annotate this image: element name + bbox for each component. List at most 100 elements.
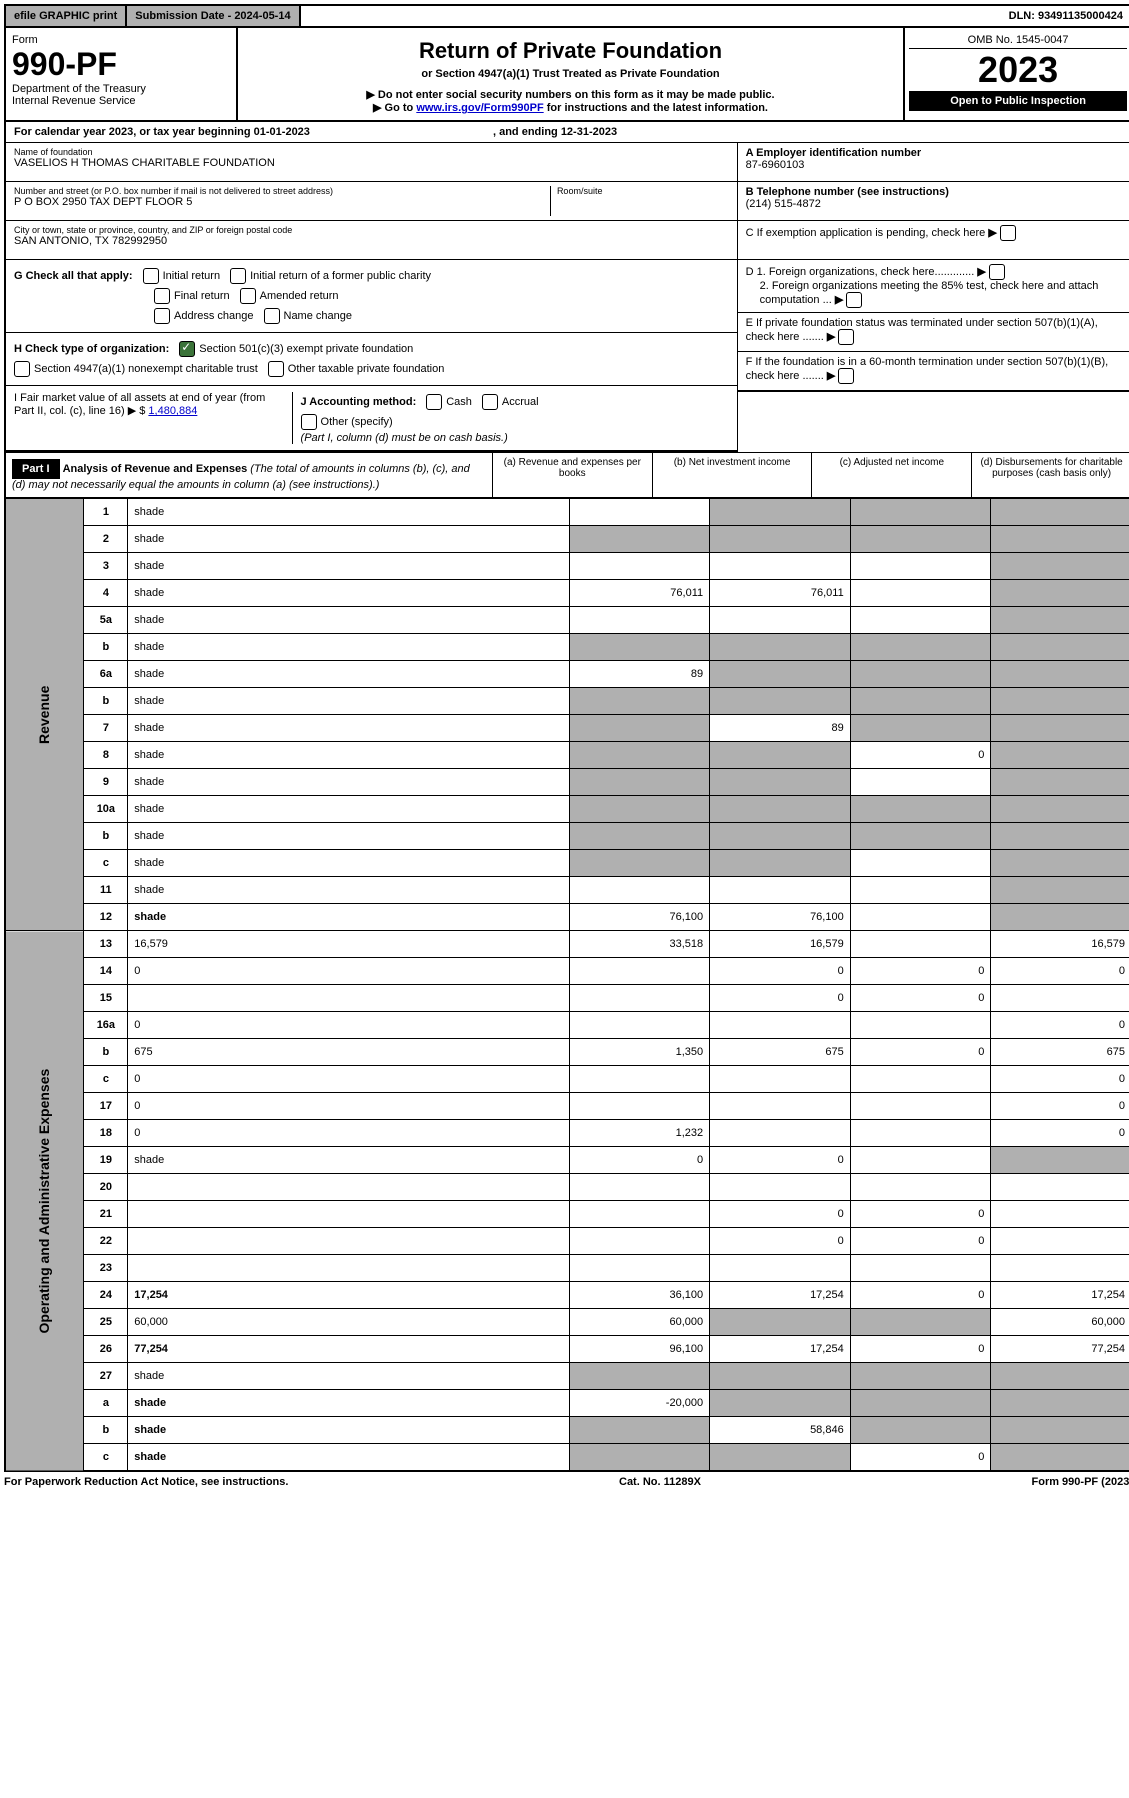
line-description: shade — [128, 1444, 569, 1472]
line-description: 16,579 — [128, 931, 569, 958]
cell-b — [710, 553, 851, 580]
cb-accrual[interactable] — [482, 394, 498, 410]
efile-print-btn[interactable]: efile GRAPHIC print — [6, 6, 127, 26]
cell-b — [710, 1012, 851, 1039]
room-label: Room/suite — [557, 186, 603, 196]
cb-final-return[interactable] — [154, 288, 170, 304]
form990pf-link[interactable]: www.irs.gov/Form990PF — [416, 102, 543, 114]
cell-d — [991, 1363, 1129, 1390]
line-number: 5a — [84, 607, 128, 634]
line-number: 27 — [84, 1363, 128, 1390]
dln: DLN: 93491135000424 — [1001, 6, 1129, 26]
cell-c — [850, 688, 991, 715]
cell-b: 89 — [710, 715, 851, 742]
cb-cash[interactable] — [426, 394, 442, 410]
table-row: 4shade76,01176,011 — [5, 580, 1129, 607]
cell-b — [710, 1255, 851, 1282]
side-label-expenses: Operating and Administrative Expenses — [5, 931, 84, 1472]
c-label: C If exemption application is pending, c… — [746, 227, 986, 239]
line-number: 22 — [84, 1228, 128, 1255]
cell-a: 60,000 — [569, 1309, 710, 1336]
omb-number: OMB No. 1545-0047 — [909, 32, 1127, 49]
opt-amended-return: Amended return — [260, 290, 339, 302]
line-description: 0 — [128, 958, 569, 985]
table-row: ashade-20,000 — [5, 1390, 1129, 1417]
cell-c — [850, 1309, 991, 1336]
footer-left: For Paperwork Reduction Act Notice, see … — [4, 1476, 288, 1488]
f-label: F If the foundation is in a 60-month ter… — [746, 356, 1109, 382]
cell-b: 76,011 — [710, 580, 851, 607]
cb-name-change[interactable] — [264, 308, 280, 324]
table-row: 8shade0 — [5, 742, 1129, 769]
cell-b: 0 — [710, 958, 851, 985]
cell-c — [850, 904, 991, 931]
cb-initial-former[interactable] — [230, 268, 246, 284]
line-description: shade — [128, 526, 569, 553]
line-number: 7 — [84, 715, 128, 742]
cb-60month[interactable] — [838, 368, 854, 384]
footer-mid: Cat. No. 11289X — [619, 1476, 701, 1488]
line-number: b — [84, 688, 128, 715]
addr-label: Number and street (or P.O. box number if… — [14, 186, 550, 196]
line-description: shade — [128, 499, 569, 526]
cell-d — [991, 823, 1129, 850]
cb-amended-return[interactable] — [240, 288, 256, 304]
line-description — [128, 1201, 569, 1228]
opt-name-change: Name change — [284, 310, 353, 322]
table-row: 16a00 — [5, 1012, 1129, 1039]
cell-d — [991, 1174, 1129, 1201]
cell-d — [991, 1255, 1129, 1282]
cell-a — [569, 958, 710, 985]
cell-d: 16,579 — [991, 931, 1129, 958]
cell-a — [569, 715, 710, 742]
cell-a — [569, 1417, 710, 1444]
opt-accrual: Accrual — [502, 396, 539, 408]
cb-address-change[interactable] — [154, 308, 170, 324]
cell-c — [850, 1363, 991, 1390]
cell-c — [850, 553, 991, 580]
col-d-head: (d) Disbursements for charitable purpose… — [971, 453, 1129, 497]
cell-b — [710, 1363, 851, 1390]
cell-b — [710, 1174, 851, 1201]
cb-other-taxable[interactable] — [268, 361, 284, 377]
line-description: 60,000 — [128, 1309, 569, 1336]
line-description: shade — [128, 580, 569, 607]
cb-85pct-test[interactable] — [846, 292, 862, 308]
form-subtitle: or Section 4947(a)(1) Trust Treated as P… — [244, 68, 897, 80]
table-row: cshade0 — [5, 1444, 1129, 1472]
g-label: G Check all that apply: — [14, 270, 133, 282]
cell-a — [569, 877, 710, 904]
cb-other-method[interactable] — [301, 414, 317, 430]
line-description: shade — [128, 823, 569, 850]
line-description: shade — [128, 715, 569, 742]
cb-4947a1[interactable] — [14, 361, 30, 377]
line-number: c — [84, 1066, 128, 1093]
cell-a: 0 — [569, 1147, 710, 1174]
cb-501c3[interactable] — [179, 341, 195, 357]
cell-d — [991, 553, 1129, 580]
cb-initial-return[interactable] — [143, 268, 159, 284]
cell-a: 89 — [569, 661, 710, 688]
form-header: Form 990-PF Department of the Treasury I… — [4, 28, 1129, 122]
table-row: bshade — [5, 634, 1129, 661]
cell-b: 0 — [710, 985, 851, 1012]
cell-a — [569, 1093, 710, 1120]
cell-a: 33,518 — [569, 931, 710, 958]
cal-year-end: , and ending 12-31-2023 — [493, 126, 617, 138]
line-description: shade — [128, 688, 569, 715]
cell-a: -20,000 — [569, 1390, 710, 1417]
cb-status-terminated[interactable] — [838, 329, 854, 345]
cb-foreign-org[interactable] — [989, 264, 1005, 280]
form-number: 990-PF — [12, 46, 230, 83]
col-b-head: (b) Net investment income — [652, 453, 812, 497]
tax-year: 2023 — [909, 49, 1127, 91]
table-row: 2677,25496,10017,254077,254 — [5, 1336, 1129, 1363]
line-number: 10a — [84, 796, 128, 823]
cell-b — [710, 1444, 851, 1472]
cell-a: 76,100 — [569, 904, 710, 931]
fmv-value[interactable]: 1,480,884 — [148, 405, 197, 417]
cell-b — [710, 742, 851, 769]
cb-exemption-pending[interactable] — [1000, 225, 1016, 241]
cell-b — [710, 1120, 851, 1147]
cell-c: 0 — [850, 958, 991, 985]
